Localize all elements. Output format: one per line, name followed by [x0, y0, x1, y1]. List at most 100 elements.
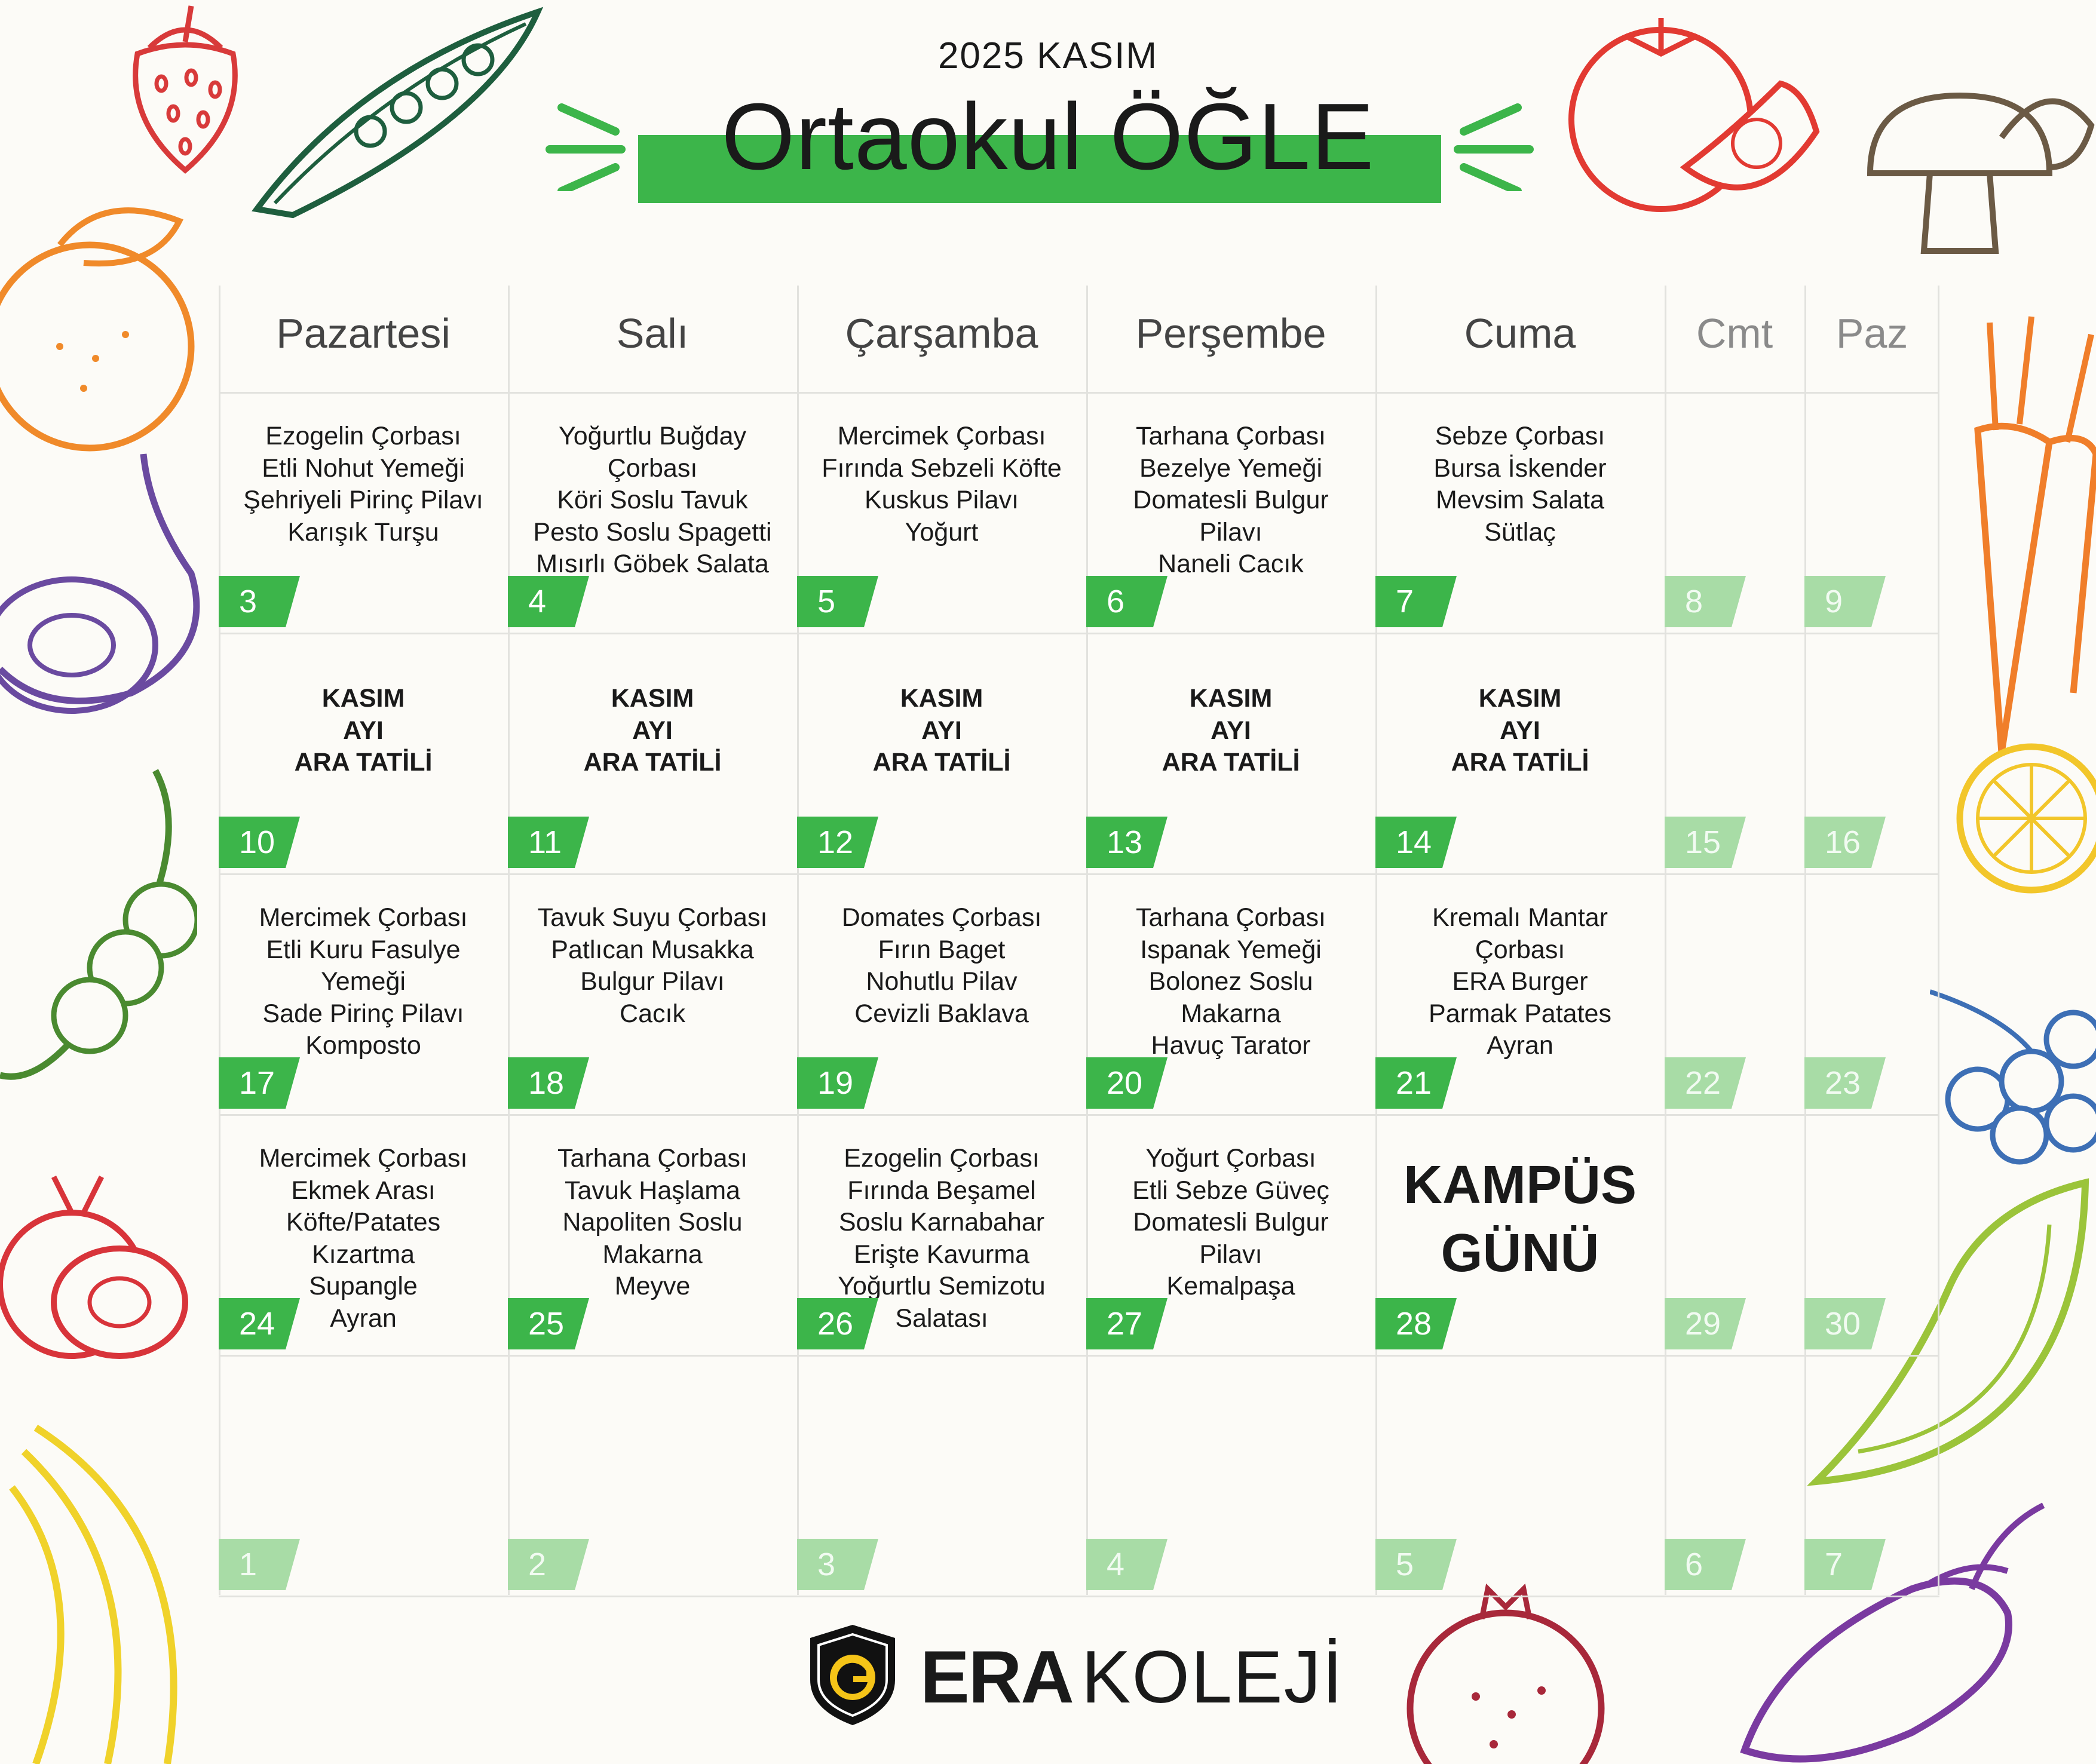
grid-column-line	[1804, 286, 1806, 1595]
holiday-text: KASIM AYI ARA TATİLİ	[294, 684, 433, 777]
date-number: 14	[1396, 824, 1432, 860]
date-badge: 20	[1086, 1057, 1167, 1109]
holiday-text: KASIM AYI ARA TATİLİ	[1451, 684, 1589, 777]
day-header: Paz	[1835, 310, 1908, 357]
day-header: Perşembe	[1135, 310, 1326, 357]
date-number: 5	[817, 584, 836, 619]
date-number: 7	[1825, 1547, 1843, 1582]
date-badge: 2	[508, 1539, 589, 1590]
brand-bold-text: ERA	[920, 1636, 1074, 1719]
date-number: 2	[528, 1547, 547, 1582]
calendar-day-cell: Domates Çorbası Fırın Baget Nohutlu Pila…	[797, 873, 1086, 1114]
calendar-day-cell: Sebze Çorbası Bursa İskender Mevsim Sala…	[1375, 392, 1665, 633]
date-number: 21	[1396, 1065, 1432, 1101]
date-number: 8	[1685, 584, 1703, 619]
calendar-day-cell: Tarhana Çorbası Ispanak Yemeği Bolonez S…	[1086, 873, 1375, 1114]
date-number: 30	[1825, 1306, 1861, 1342]
date-badge: 16	[1804, 817, 1886, 868]
carrot-icon	[1974, 316, 2096, 753]
calendar-day-cell: 23	[1804, 873, 1939, 1114]
calendar-day-cell: 5	[1375, 1355, 1665, 1596]
menu-text: Ezogelin Çorbası Etli Nohut Yemeği Şehri…	[243, 422, 483, 547]
date-number: 26	[817, 1306, 854, 1342]
menu-text: Mercimek Çorbası Ekmek Arası Köfte/Patat…	[259, 1144, 468, 1333]
date-badge: 24	[219, 1298, 300, 1349]
calendar-day-cell: KAMPÜS GÜNÜ 28	[1375, 1114, 1665, 1355]
grid-column-line	[1375, 286, 1377, 1595]
date-number: 15	[1685, 824, 1721, 860]
grid-column-line	[219, 286, 220, 1595]
calendar-day-cell: 6	[1665, 1355, 1804, 1596]
grid-column-line	[1665, 286, 1666, 1595]
date-badge: 6	[1086, 576, 1167, 627]
date-badge: 22	[1665, 1057, 1746, 1109]
calendar-day-cell: Ezogelin Çorbası Etli Nohut Yemeği Şehri…	[219, 392, 508, 633]
grid-row-line	[219, 1596, 1939, 1597]
date-number: 4	[528, 584, 547, 619]
title-highlight-bar	[638, 135, 1441, 203]
page-title: Ortaokul ÖĞLE	[721, 84, 1375, 189]
sparkle-right-icon	[1454, 103, 1534, 191]
grid-row-line	[219, 392, 1939, 394]
date-badge: 30	[1804, 1298, 1886, 1349]
date-number: 13	[1107, 824, 1143, 860]
pomegranate-icon	[1406, 1583, 1605, 1764]
calendar-day-cell: 4	[1086, 1355, 1375, 1596]
calendar-day-cell: 15	[1665, 633, 1804, 873]
date-number: 7	[1396, 584, 1414, 619]
calendar-day-cell: Tavuk Suyu Çorbası Patlıcan Musakka Bulg…	[508, 873, 797, 1114]
date-badge: 3	[797, 1539, 878, 1590]
date-number: 28	[1396, 1306, 1432, 1342]
cucumber-icon	[0, 769, 197, 1080]
date-badge: 23	[1804, 1057, 1886, 1109]
menu-text: Tarhana Çorbası Ispanak Yemeği Bolonez S…	[1136, 903, 1326, 1060]
date-badge: 19	[797, 1057, 878, 1109]
date-number: 5	[1396, 1547, 1414, 1582]
date-badge: 6	[1665, 1539, 1746, 1590]
date-number: 1	[239, 1547, 258, 1582]
calendar-day-cell: 3	[797, 1355, 1086, 1596]
date-badge: 3	[219, 576, 300, 627]
date-badge: 5	[797, 576, 878, 627]
date-number: 11	[528, 824, 562, 860]
day-header: Cuma	[1464, 310, 1576, 357]
day-header: Salı	[616, 310, 689, 357]
date-number: 18	[528, 1065, 565, 1101]
menu-text: Tavuk Suyu Çorbası Patlıcan Musakka Bulg…	[537, 903, 768, 1028]
sparkle-left-icon	[546, 103, 626, 191]
day-header: Çarşamba	[845, 310, 1038, 357]
grid-column-line	[1938, 286, 1939, 1595]
date-badge: 9	[1804, 576, 1886, 627]
menu-calendar-grid: Pazartesi Salı Çarşamba Perşembe Cuma Cmt Paz E…	[219, 286, 1939, 1597]
date-badge: 8	[1665, 576, 1746, 627]
date-number: 10	[239, 824, 275, 860]
tomato-icon	[1568, 18, 1820, 212]
lemon-slice-icon	[1956, 743, 2096, 894]
calendar-day-cell: Tarhana Çorbası Bezelye Yemeği Domatesli…	[1086, 392, 1375, 633]
date-number: 3	[817, 1547, 836, 1582]
holiday-text: KASIM AYI ARA TATİLİ	[583, 684, 722, 777]
date-number: 9	[1825, 584, 1843, 619]
date-number: 6	[1107, 584, 1125, 619]
grid-row-line	[219, 1355, 1939, 1357]
melon-slice-icon	[1807, 1178, 2089, 1486]
calendar-day-cell: Kremalı Mantar Çorbası ERA Burger Parmak…	[1375, 873, 1665, 1114]
calendar-day-cell: 8	[1665, 392, 1804, 633]
mushroom-icon	[1867, 92, 2095, 254]
date-number: 20	[1107, 1065, 1143, 1101]
date-badge: 26	[797, 1298, 878, 1349]
date-number: 25	[528, 1306, 565, 1342]
date-number: 16	[1825, 824, 1861, 860]
holiday-text: KASIM AYI ARA TATİLİ	[1162, 684, 1300, 777]
date-badge: 27	[1086, 1298, 1167, 1349]
calendar-day-cell: Yoğurtlu Buğday Çorbası Köri Soslu Tavuk…	[508, 392, 797, 633]
calendar-day-cell: 30	[1804, 1114, 1939, 1355]
menu-text: Tarhana Çorbası Bezelye Yemeği Domatesli…	[1133, 422, 1329, 578]
date-badge: 7	[1804, 1539, 1886, 1590]
day-header: Cmt	[1696, 310, 1773, 357]
menu-text: Domates Çorbası Fırın Baget Nohutlu Pila…	[841, 903, 1042, 1028]
brand-wordmark: ERA KOLEJİ	[920, 1636, 1344, 1719]
holiday-text: KASIM AYI ARA TATİLİ	[872, 684, 1011, 777]
date-number: 12	[817, 824, 854, 860]
date-number: 29	[1685, 1306, 1721, 1342]
